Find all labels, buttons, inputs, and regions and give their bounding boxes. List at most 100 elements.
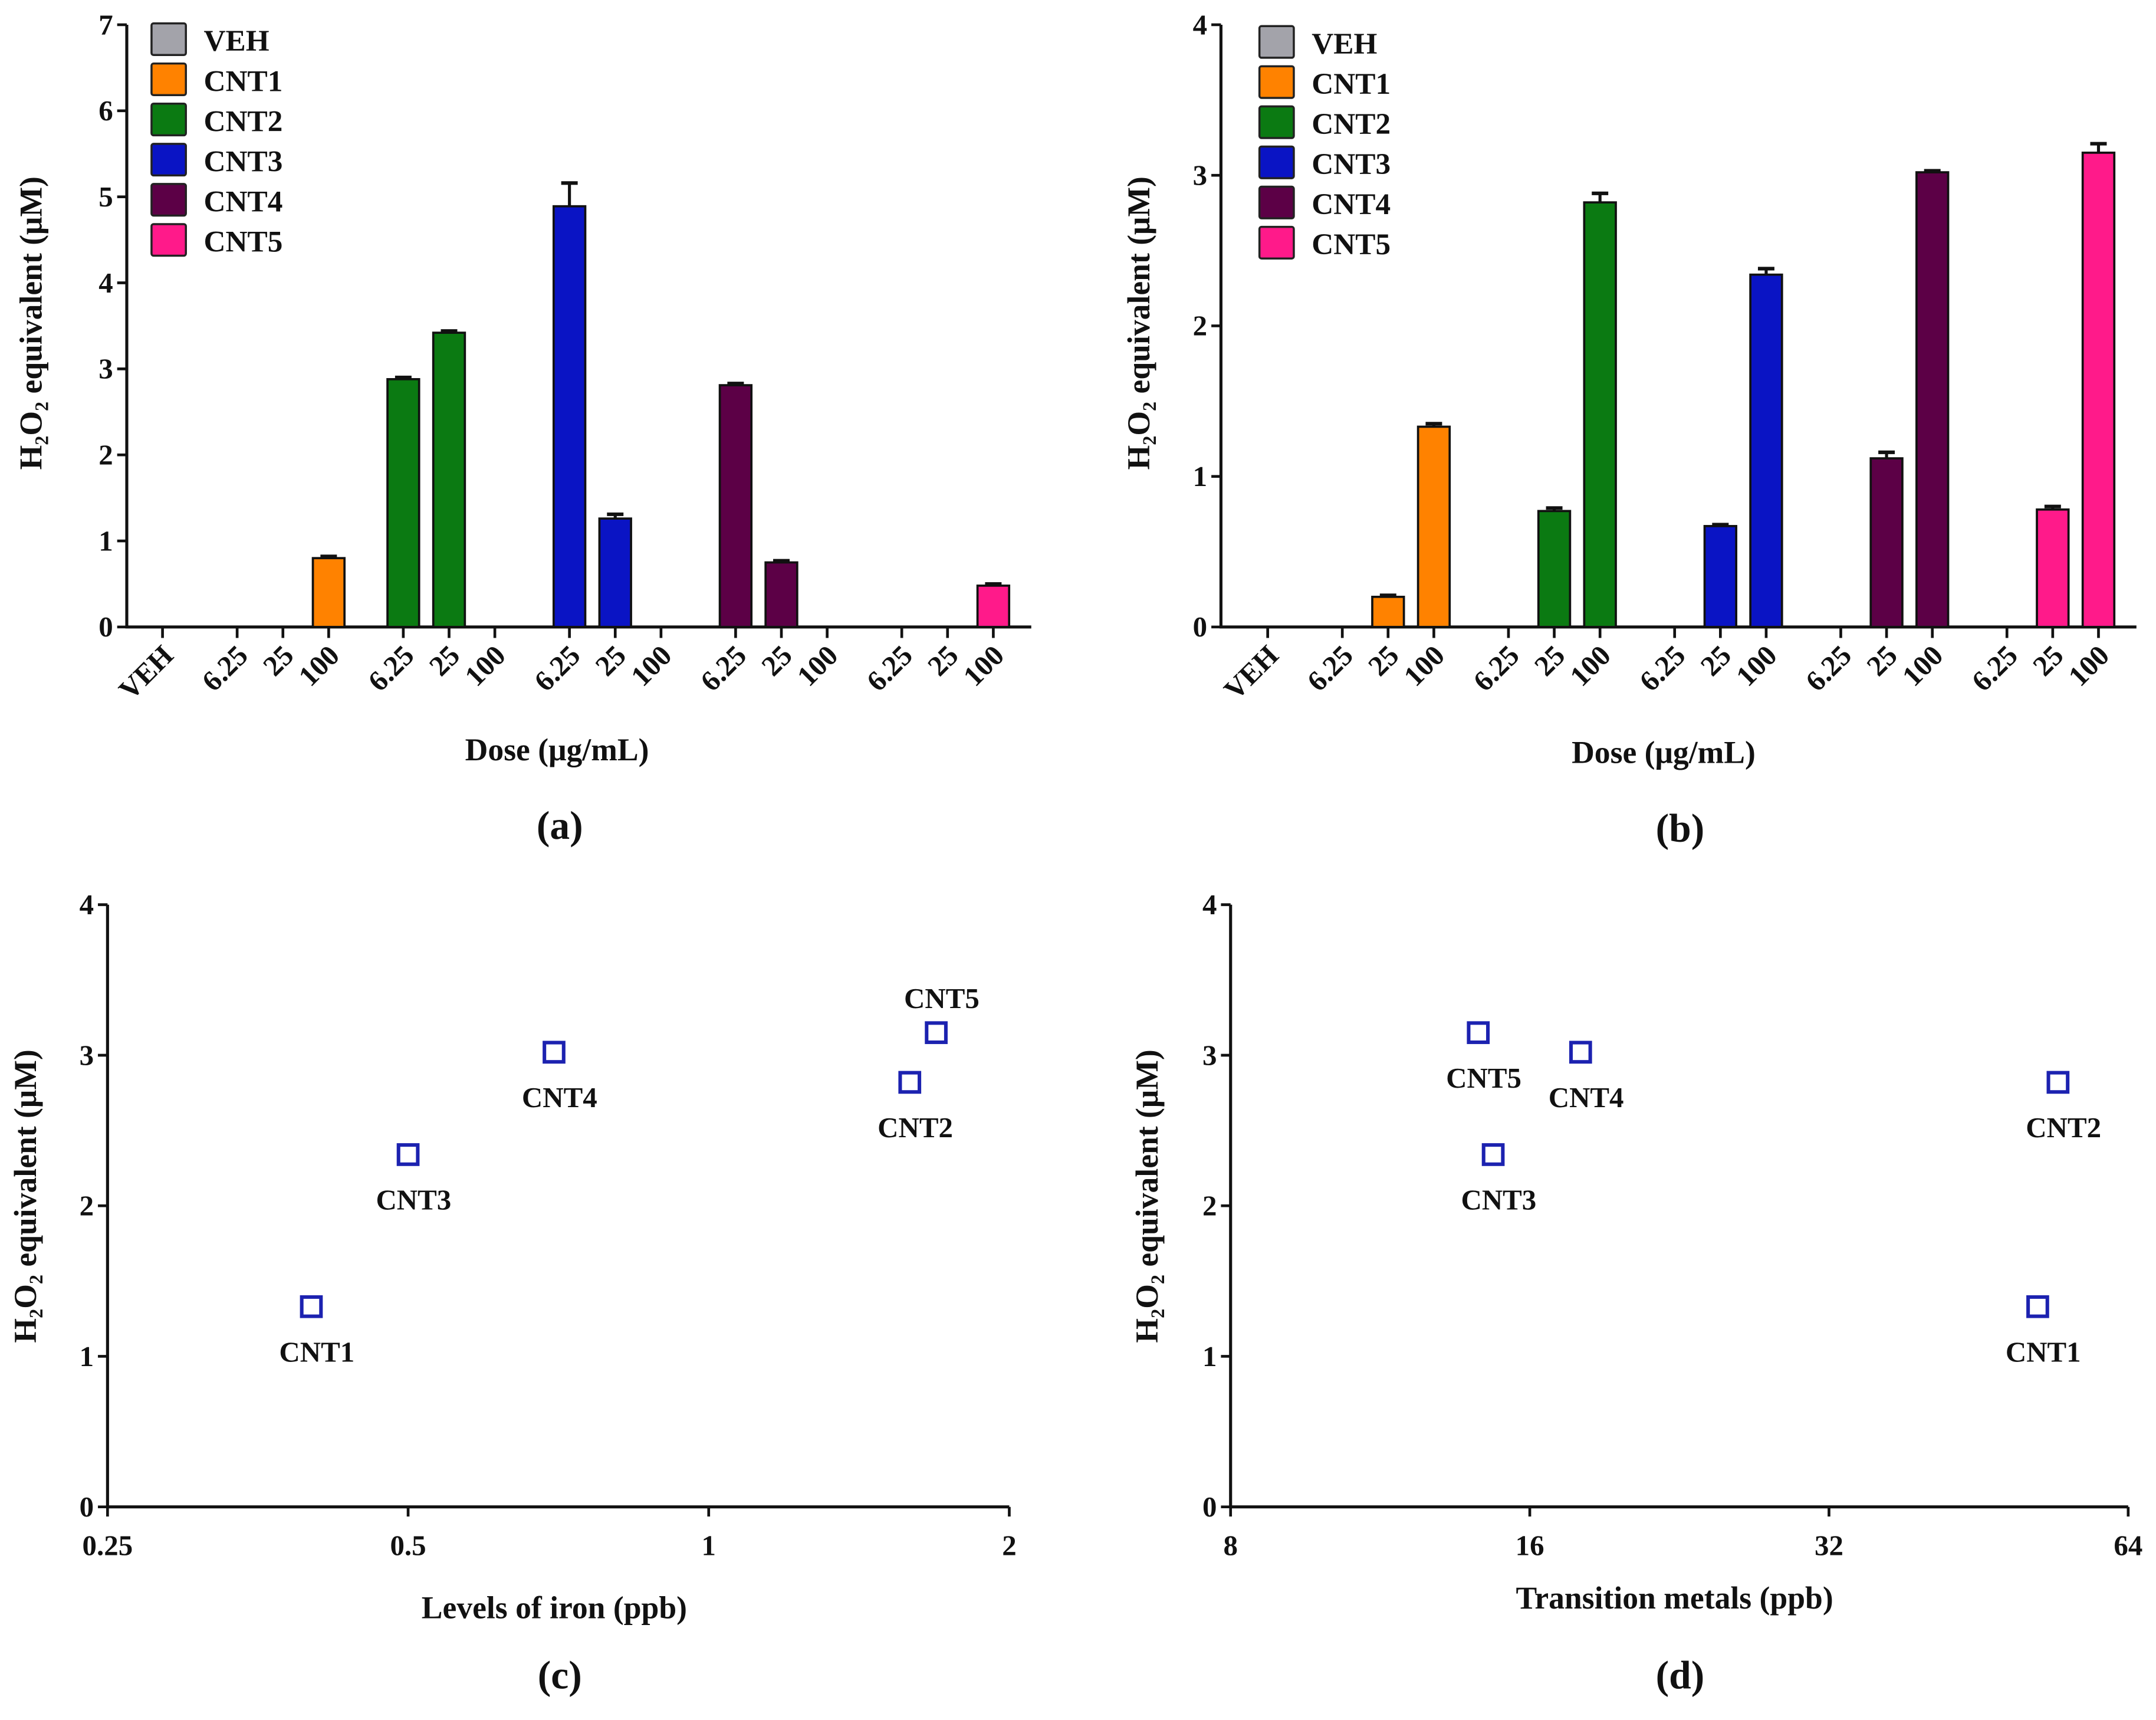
- x-tick-label: 6.25: [1966, 639, 2024, 697]
- x-tick-label: 100: [1730, 639, 1783, 692]
- legend-label-CNT2: CNT2: [204, 104, 283, 138]
- bar-CNT5-25: [2036, 508, 2070, 628]
- x-tick-label: 6.25: [694, 639, 752, 697]
- point-marker-CNT2: [2046, 1071, 2070, 1094]
- legend-swatch-CNT4: [150, 183, 187, 217]
- point-label-CNT4: CNT4: [1549, 1081, 1624, 1114]
- legend-label-CNT3: CNT3: [1312, 147, 1391, 181]
- y-axis-title: H₂O₂ equivalent (μM): [1129, 1049, 1165, 1342]
- y-axis-title: H₂O₂ equivalent (μM): [13, 176, 48, 470]
- x-tick-label: VEH: [112, 639, 179, 706]
- point-marker-CNT4: [1569, 1040, 1592, 1064]
- y-axis-title: H₂O₂ equivalent (μM): [1121, 176, 1156, 470]
- y-axis-title: H₂O₂ equivalent (μM): [8, 1049, 43, 1342]
- legend-swatch-CNT1: [1258, 65, 1295, 99]
- x-tick-label: 100: [957, 639, 1010, 692]
- legend-label-VEH: VEH: [1312, 27, 1377, 61]
- y-tick-label: 7: [98, 8, 113, 41]
- bar-CNT1-100: [1416, 425, 1451, 628]
- x-tick-label: VEH: [1218, 639, 1285, 706]
- x-tick-label: 25: [755, 639, 798, 682]
- legend-label-VEH: VEH: [204, 24, 270, 58]
- bar-CNT3-25: [1703, 525, 1738, 628]
- x-tick-label: 6.25: [1799, 639, 1858, 697]
- y-tick-label: 2: [98, 439, 113, 471]
- y-tick-label: 3: [1202, 1039, 1217, 1071]
- legend-swatch-CNT3: [150, 143, 187, 177]
- x-tick-label: 64: [2114, 1529, 2142, 1561]
- panel-label: (b): [1656, 806, 1705, 851]
- y-tick-label: 0: [1202, 1491, 1217, 1523]
- point-label-CNT4: CNT4: [522, 1081, 597, 1114]
- x-tick-label: 6.25: [1300, 639, 1359, 697]
- y-tick-label: 4: [1202, 888, 1217, 921]
- legend-label-CNT5: CNT5: [1312, 228, 1391, 261]
- x-tick-label: 25: [2026, 639, 2069, 682]
- x-tick-label: 25: [921, 639, 964, 682]
- y-tick-label: 5: [98, 180, 113, 213]
- x-tick-label: 6.25: [1633, 639, 1691, 697]
- bar-CNT2-25: [1537, 510, 1572, 628]
- x-tick-label: 100: [791, 639, 844, 692]
- chart-panel-c: 0 1 2 3 4 H₂O₂ equivalent (μM) Levels of iron …: [8, 888, 1017, 1697]
- legend-swatch-CNT3: [1258, 145, 1295, 179]
- bar-CNT2-100: [1583, 201, 1617, 628]
- legend: VEH CNT1 CNT2 CNT3 CNT4 CNT5: [1258, 25, 1391, 261]
- x-axis-title: Transition metals (ppb): [1516, 1580, 1833, 1616]
- legend-swatch-VEH: [150, 22, 187, 56]
- point-marker-CNT2: [898, 1071, 922, 1094]
- x-axis-title: Dose (μg/mL): [1572, 735, 1756, 770]
- x-tick-label: 8: [1223, 1529, 1237, 1561]
- bar-CNT5-100: [976, 585, 1011, 628]
- y-tick-label: 1: [1193, 460, 1207, 493]
- x-tick-label: 25: [1694, 639, 1737, 682]
- y-tick-label: 2: [80, 1190, 94, 1222]
- y-tick-label: 0: [80, 1491, 94, 1523]
- point-label-CNT2: CNT2: [877, 1111, 953, 1144]
- chart-panel-a: 0 1 2 3 4 5 6 7 H₂O₂ equivalent (μM) Dose (μg/mL)…: [13, 8, 1031, 848]
- point-marker-CNT5: [925, 1021, 948, 1045]
- x-tick-label: 100: [1397, 639, 1451, 692]
- x-tick-label: 25: [257, 639, 300, 682]
- x-tick-label: 2: [1002, 1529, 1016, 1561]
- legend-swatch-CNT4: [1258, 185, 1295, 219]
- legend-label-CNT2: CNT2: [1312, 107, 1391, 141]
- legend-swatch-CNT2: [150, 103, 187, 137]
- y-tick-label: 1: [98, 524, 113, 557]
- y-tick-label: 2: [1202, 1190, 1217, 1222]
- bar-CNT4-25: [764, 561, 798, 628]
- bar-CNT2-25: [432, 331, 466, 628]
- x-tick-label: 1: [702, 1529, 716, 1561]
- bar-CNT3-6.25: [552, 205, 587, 628]
- legend: VEH CNT1 CNT2 CNT3 CNT4 CNT5: [150, 22, 283, 259]
- point-marker-CNT4: [543, 1040, 566, 1064]
- y-tick-label: 6: [98, 94, 113, 127]
- x-tick-label: 100: [625, 639, 678, 692]
- x-tick-label: 6.25: [860, 639, 918, 697]
- point-label-CNT1: CNT1: [2006, 1335, 2081, 1368]
- point-marker-CNT3: [396, 1143, 420, 1166]
- x-tick-label: 6.25: [528, 639, 586, 697]
- point-label-CNT2: CNT2: [2026, 1111, 2101, 1144]
- bar-CNT1-100: [311, 557, 346, 628]
- x-tick-label: 0.5: [390, 1529, 426, 1561]
- legend-swatch-VEH: [1258, 25, 1295, 59]
- legend-label-CNT1: CNT1: [1312, 67, 1391, 101]
- x-tick-label: 100: [1896, 639, 1950, 692]
- panel-label: (d): [1656, 1653, 1705, 1697]
- point-marker-CNT5: [1467, 1021, 1490, 1045]
- x-tick-label: 25: [1362, 639, 1405, 682]
- legend-label-CNT1: CNT1: [204, 64, 283, 98]
- point-marker-CNT3: [1481, 1143, 1505, 1166]
- y-tick-label: 3: [80, 1039, 94, 1071]
- bar-CNT4-100: [1915, 171, 1950, 628]
- legend-swatch-CNT5: [1258, 225, 1295, 260]
- x-tick-label: 25: [423, 639, 466, 682]
- chart-panel-d: 0 1 2 3 4 H₂O₂ equivalent (μM) Transition meta…: [1129, 888, 2142, 1697]
- y-tick-label: 1: [80, 1340, 94, 1373]
- x-tick-label: 6.25: [1467, 639, 1525, 697]
- legend-swatch-CNT5: [150, 223, 187, 257]
- point-marker-CNT1: [300, 1295, 323, 1318]
- x-tick-label: 100: [292, 639, 346, 692]
